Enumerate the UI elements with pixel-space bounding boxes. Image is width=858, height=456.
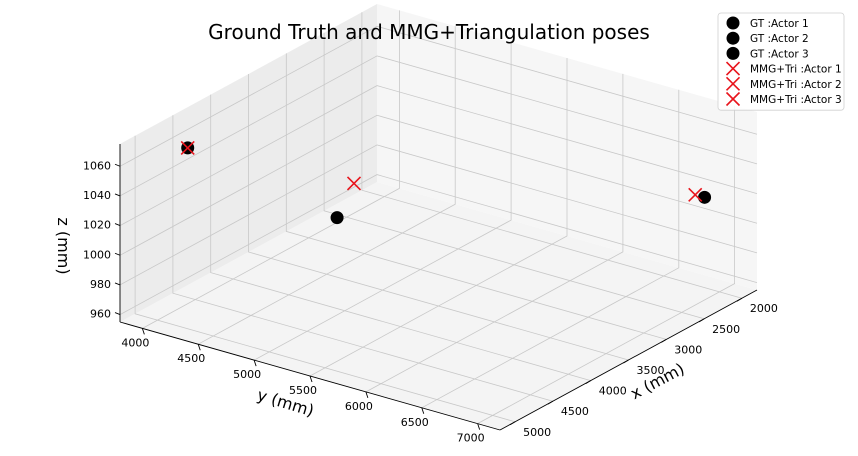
z-tick-label: 980 bbox=[90, 278, 111, 291]
z-tick-label: 960 bbox=[90, 308, 111, 321]
legend: GT :Actor 1 GT :Actor 2 GT :Actor 3 MMG+Tri… bbox=[717, 12, 845, 111]
legend-marker-circle bbox=[726, 16, 740, 30]
y-tick-mark bbox=[477, 423, 481, 430]
z-grid-line bbox=[119, 25, 758, 167]
y-grid-line bbox=[309, 58, 568, 377]
legend-label: MMG+Tri :Actor 3 bbox=[750, 94, 842, 106]
x-grid-line bbox=[323, 32, 705, 320]
y-tick-mark bbox=[421, 407, 425, 414]
z-tick-label: 1000 bbox=[83, 248, 111, 261]
x-tick-label: 5000 bbox=[523, 426, 551, 439]
z-tick-mark bbox=[114, 193, 121, 197]
y-tick-label: 4500 bbox=[177, 352, 205, 365]
z-grid-line bbox=[119, 55, 758, 197]
y-tick-label: 5500 bbox=[289, 384, 317, 397]
z-tick-mark bbox=[114, 163, 121, 167]
y-tick-label: 6500 bbox=[401, 416, 429, 429]
x-tick-mark bbox=[509, 421, 516, 426]
legend-box bbox=[717, 12, 845, 111]
x-grid-line bbox=[134, 135, 516, 423]
z-tick-label: 1040 bbox=[83, 189, 111, 202]
y-tick-label: 6000 bbox=[345, 400, 373, 413]
y-tick-label: 4000 bbox=[121, 336, 149, 349]
y-tick-label: 7000 bbox=[457, 432, 485, 445]
x-grid-line bbox=[248, 74, 629, 361]
legend-marker-x bbox=[725, 61, 741, 76]
x-grid-line bbox=[285, 53, 667, 340]
z-grid-line bbox=[119, 85, 758, 226]
gt-point-1 bbox=[698, 190, 712, 204]
x-tick-label: 2500 bbox=[712, 323, 740, 336]
grid-lines bbox=[119, 10, 758, 424]
gt-point-3 bbox=[330, 211, 344, 225]
y-tick-mark bbox=[253, 359, 257, 367]
legend-label: GT :Actor 2 bbox=[750, 33, 809, 45]
z-tick-label: 1060 bbox=[83, 159, 111, 172]
legend-marker-circle bbox=[726, 46, 740, 60]
legend-marker-x bbox=[725, 76, 741, 91]
y-tick-mark bbox=[197, 344, 201, 351]
z-grid-line bbox=[119, 114, 758, 256]
z-tick-mark bbox=[114, 312, 121, 316]
z-tick-mark bbox=[114, 282, 121, 286]
x-tick-label: 4500 bbox=[561, 405, 589, 418]
x-tick-mark bbox=[736, 297, 743, 302]
z-grid-line bbox=[119, 174, 758, 315]
y-grid-line bbox=[253, 42, 512, 361]
tick-labels: 2000 2500 3000 3500 4000 4500 5000 4000 4500 5000… bbox=[83, 159, 778, 444]
y-tick-mark bbox=[365, 391, 369, 399]
x-grid-line bbox=[172, 115, 554, 402]
data-points bbox=[180, 140, 712, 225]
y-tick-label: 5000 bbox=[233, 368, 261, 381]
legend-label: GT :Actor 1 bbox=[750, 18, 809, 30]
y-tick-mark bbox=[141, 328, 145, 335]
y-grid-line bbox=[142, 10, 400, 329]
y-grid-line bbox=[198, 26, 456, 345]
x-tick-label: 3500 bbox=[637, 364, 665, 377]
x-tick-mark bbox=[585, 380, 591, 384]
legend-label: MMG+Tri :Actor 2 bbox=[750, 79, 842, 91]
y-grid-line bbox=[421, 89, 680, 409]
x-tick-mark bbox=[698, 318, 705, 323]
x-tick-mark bbox=[623, 359, 629, 364]
mmg-point-3 bbox=[346, 176, 362, 191]
x-grid-line bbox=[210, 94, 591, 381]
legend-label: GT :Actor 3 bbox=[750, 48, 809, 60]
x-tick-label: 3000 bbox=[674, 343, 702, 356]
z-tick-label: 1020 bbox=[83, 219, 111, 232]
x-tick-label: 2000 bbox=[750, 302, 778, 315]
y-tick-mark bbox=[309, 375, 313, 383]
x-tick-mark bbox=[661, 339, 667, 343]
x-grid-line bbox=[361, 12, 743, 299]
z-axis-label: z (mm) bbox=[54, 217, 73, 274]
y-grid-line bbox=[477, 105, 735, 424]
z-tick-mark bbox=[114, 252, 121, 256]
z-tick-mark bbox=[114, 223, 121, 227]
x-tick-mark bbox=[547, 400, 554, 405]
y-grid-line bbox=[365, 73, 624, 393]
chart-title: Ground Truth and MMG+Triangulation poses bbox=[208, 20, 650, 44]
mmg-point-1 bbox=[688, 187, 703, 202]
mmg-point-2 bbox=[180, 140, 195, 155]
legend-marker-x bbox=[725, 91, 741, 107]
z-grid-line bbox=[119, 144, 758, 286]
x-tick-label: 4000 bbox=[599, 385, 627, 398]
legend-label: MMG+Tri :Actor 1 bbox=[750, 64, 842, 76]
legend-marker-circle bbox=[726, 31, 740, 45]
